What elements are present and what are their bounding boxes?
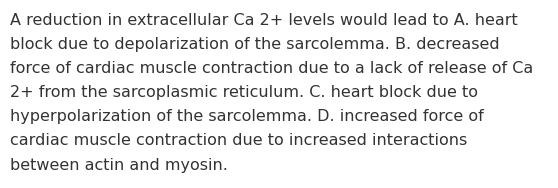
Text: 2+ from the sarcoplasmic reticulum. C. heart block due to: 2+ from the sarcoplasmic reticulum. C. h…	[10, 85, 478, 100]
Text: between actin and myosin.: between actin and myosin.	[10, 158, 228, 173]
Text: block due to depolarization of the sarcolemma. B. decreased: block due to depolarization of the sarco…	[10, 37, 499, 52]
Text: force of cardiac muscle contraction due to a lack of release of Ca: force of cardiac muscle contraction due …	[10, 61, 533, 76]
Text: hyperpolarization of the sarcolemma. D. increased force of: hyperpolarization of the sarcolemma. D. …	[10, 109, 484, 124]
Text: cardiac muscle contraction due to increased interactions: cardiac muscle contraction due to increa…	[10, 133, 467, 149]
Text: A reduction in extracellular Ca 2+ levels would lead to A. heart: A reduction in extracellular Ca 2+ level…	[10, 13, 518, 28]
